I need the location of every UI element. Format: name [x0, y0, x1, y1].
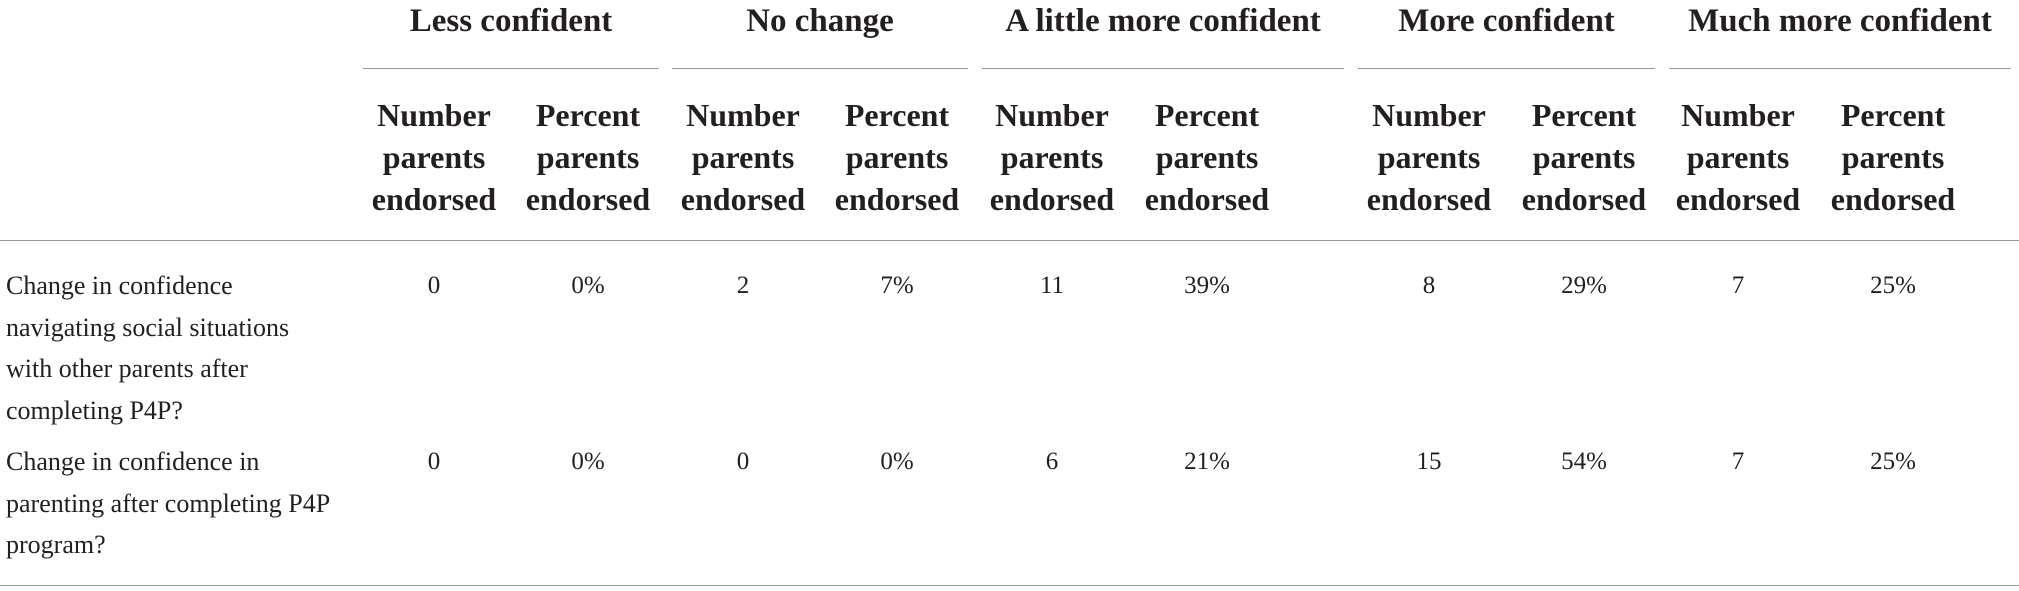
column-header: Number parents endorsed [680, 97, 806, 217]
group-underline [1669, 68, 2011, 69]
group-underline [672, 68, 968, 69]
table-cell: 0% [880, 448, 914, 475]
row-label: Change in confidence navigating social s… [6, 271, 290, 425]
table-cell: 29% [1561, 272, 1607, 299]
table-cell: 25% [1870, 272, 1916, 299]
column-header: Percent parents endorsed [525, 97, 651, 217]
column-header: Percent parents endorsed [1144, 97, 1270, 217]
table-cell: 25% [1870, 448, 1916, 475]
group-underline [982, 68, 1344, 69]
column-header: Percent parents endorsed [1521, 97, 1647, 217]
table-cell: 0 [736, 448, 750, 475]
group-header: More confident [1398, 3, 1615, 39]
table-cell: 7 [1731, 272, 1745, 299]
group-underline [1358, 68, 1655, 69]
group-header: Much more confident [1688, 3, 1992, 39]
table-cell: 0% [571, 448, 605, 475]
table-cell: 54% [1561, 448, 1607, 475]
table-cell: 2 [736, 272, 750, 299]
row-label: Change in confidence in parenting after … [6, 447, 330, 559]
header-rule [0, 240, 2019, 241]
bottom-rule [0, 585, 2019, 586]
column-header: Percent parents endorsed [834, 97, 960, 217]
table-cell: 0% [571, 272, 605, 299]
table-cell: 39% [1184, 272, 1230, 299]
table-cell: 7 [1731, 448, 1745, 475]
column-header: Number parents endorsed [1675, 97, 1801, 217]
column-header: Number parents endorsed [371, 97, 497, 217]
table-cell: 11 [1039, 272, 1065, 299]
table-cell: 7% [880, 272, 914, 299]
table-cell: 15 [1416, 448, 1442, 475]
group-header: Less confident [409, 3, 613, 39]
group-header: No change [746, 3, 894, 39]
group-header: A little more confident [1005, 3, 1321, 39]
column-header: Number parents endorsed [989, 97, 1115, 217]
table-cell: 21% [1184, 448, 1230, 475]
column-header: Percent parents endorsed [1830, 97, 1956, 217]
table-cell: 8 [1422, 272, 1436, 299]
table-cell: 0 [427, 272, 441, 299]
column-header: Number parents endorsed [1366, 97, 1492, 217]
table-cell: 6 [1045, 448, 1059, 475]
group-underline [363, 68, 659, 69]
table-cell: 0 [427, 448, 441, 475]
